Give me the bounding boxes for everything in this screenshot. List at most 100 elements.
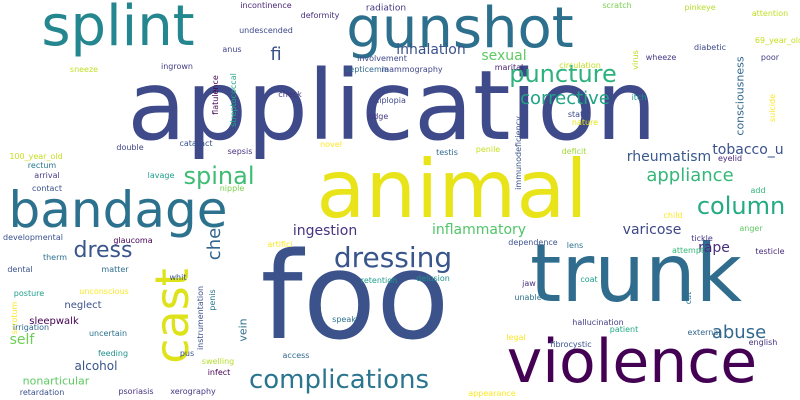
word-poor: poor [760,53,780,62]
word-suicide: suicide [768,93,777,123]
word-cataract: cataract [179,139,213,148]
word-deficit: deficit [561,147,587,156]
word-swelling: swelling [201,357,235,366]
word-feeding: feeding [97,349,129,358]
word-alcohol: alcohol [74,359,118,373]
word-penile: penile [475,145,501,154]
word-double: double [116,143,144,152]
word-english: english [748,338,778,347]
word-dental: dental [7,265,33,274]
word-whit: whit [169,273,187,282]
word-complications: complications [248,365,430,395]
word-splint: splint [41,0,195,59]
word-lavage: lavage [147,171,175,180]
word-diplopia: diplopia [374,96,406,105]
word-marital: marital [494,63,524,72]
word-mammography: mammography [381,65,443,74]
word-undescended: undescended [239,26,293,35]
word-flatulence: flatulence [211,75,220,115]
word-access: access [282,351,310,360]
word-sneeze: sneeze [69,65,99,74]
word-dressing: dressing [333,241,453,274]
word-foo: foo [260,228,450,367]
word-virus: virus [631,50,640,70]
word-testicle: testicle [755,247,785,256]
word-pus: pus [179,349,195,358]
word-lens: lens [566,241,584,250]
word-hallucination: hallucination [572,318,624,327]
word-speak: speak [332,315,356,324]
word-che: che [204,227,225,261]
word-instrumentation: instrumentation [196,285,205,351]
word-jaw: jaw [522,279,536,288]
word-sepsis: sepsis [227,147,253,156]
word-puncture: puncture [509,60,617,88]
word-septicemia: septicemia [345,65,389,74]
word-bandage: bandage [8,181,228,239]
word-sexual: sexual [481,48,527,64]
word-legal: legal [506,333,526,342]
word-deformity: deformity [300,11,340,20]
word-appliance: appliance [646,165,734,186]
word-xerography: xerography [170,387,216,396]
word-fibrocystic: fibrocystic [550,340,592,349]
word-varicose: varicose [622,222,682,238]
word-nature: nature [571,118,599,127]
word-artifici: artifici [267,240,293,249]
word-abuse: abuse [711,322,767,343]
word-cat: cat [684,291,693,305]
word-anus: anus [222,45,242,54]
word-matter: matter [101,265,129,274]
word-coat: coat [580,275,598,284]
word-inflammatory: inflammatory [431,222,527,238]
word-spinal: spinal [183,162,255,190]
word-diabetic: diabetic [694,43,726,52]
word-infect: infect [207,368,231,377]
word-attempt: attempt [671,246,705,255]
word-uncertain: uncertain [88,329,128,338]
word-check: check [278,90,302,99]
word-nonarticular: nonarticular [22,374,90,388]
word-tickle: tickle [691,234,713,243]
word-69_year_old: 69_year_old [754,36,800,45]
word-inhalation: inhalation [396,42,466,58]
word-contact: contact [32,184,62,193]
word-appearance: appearance [468,389,516,398]
word-tobacco_u: tobacco_u [712,142,784,158]
word-immunodeficiency: immunodeficiency [514,116,523,190]
word-retention: retention [360,276,398,285]
word-delusion: delusion [416,274,450,283]
word-circulation: circulation [559,61,601,70]
word-ridge: ridge [367,112,389,121]
word-rectum: rectum [27,161,57,170]
word-rape: rape [698,240,730,256]
word-radiation: radiation [365,3,407,14]
word-developmental: developmental [3,233,63,242]
word-violence: violence [506,327,758,397]
word-neglect: neglect [64,300,102,311]
word-self: self [9,332,35,348]
word-dress: dress [73,238,133,263]
word-ingestion: ingestion [292,223,358,239]
word-psoriasis: psoriasis [118,387,154,396]
word-corrective: corrective [520,88,610,109]
word-fi: fi [270,44,282,65]
word-irrigation: irrigation [12,323,50,332]
word-add: add [750,186,766,195]
word-nipple: nipple [219,184,245,193]
word-attention: attention [751,9,789,18]
word-child: child [663,211,683,220]
word-incontinence: incontinence [240,1,292,10]
word-patient: patient [609,325,639,334]
word-eyelid: eyelid [717,154,743,163]
word-glaucoma: glaucoma [113,236,153,245]
word-streptococcal: streptococcal [229,73,238,127]
word-rheumatism: rheumatism [626,149,712,165]
word-posture: posture [13,289,45,298]
word-pinkeye: pinkeye [684,3,716,12]
word-animal: animal [316,143,588,236]
word-wheeze: wheeze [645,53,677,62]
word-involvement: involvement [357,54,407,63]
word-unable: unable [514,293,542,302]
word-arrival: arrival [34,171,60,180]
